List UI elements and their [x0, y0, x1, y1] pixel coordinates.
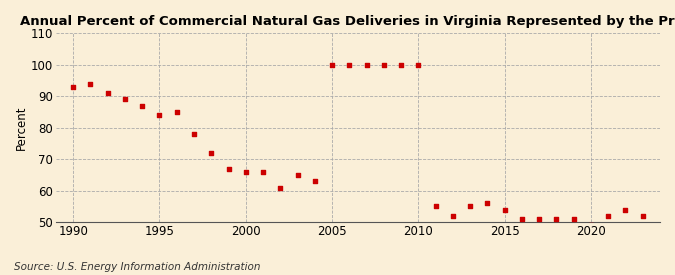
Point: [119, 97, 130, 102]
Point: [171, 110, 182, 114]
Point: [620, 207, 631, 212]
Point: [430, 204, 441, 209]
Point: [154, 113, 165, 117]
Point: [603, 214, 614, 218]
Point: [103, 91, 113, 95]
Point: [413, 63, 424, 67]
Point: [448, 214, 458, 218]
Point: [568, 217, 579, 221]
Point: [223, 166, 234, 171]
Y-axis label: Percent: Percent: [15, 106, 28, 150]
Point: [637, 214, 648, 218]
Title: Annual Percent of Commercial Natural Gas Deliveries in Virginia Represented by t: Annual Percent of Commercial Natural Gas…: [20, 15, 675, 28]
Point: [361, 63, 372, 67]
Point: [586, 223, 597, 228]
Point: [327, 63, 338, 67]
Point: [344, 63, 355, 67]
Point: [85, 81, 96, 86]
Point: [551, 217, 562, 221]
Point: [206, 151, 217, 155]
Point: [465, 204, 476, 209]
Point: [396, 63, 406, 67]
Point: [482, 201, 493, 205]
Point: [188, 132, 199, 136]
Text: Source: U.S. Energy Information Administration: Source: U.S. Energy Information Administ…: [14, 262, 260, 272]
Point: [275, 185, 286, 190]
Point: [500, 207, 510, 212]
Point: [309, 179, 320, 183]
Point: [534, 217, 545, 221]
Point: [137, 104, 148, 108]
Point: [240, 170, 251, 174]
Point: [516, 217, 527, 221]
Point: [68, 85, 78, 89]
Point: [258, 170, 269, 174]
Point: [379, 63, 389, 67]
Point: [292, 173, 303, 177]
